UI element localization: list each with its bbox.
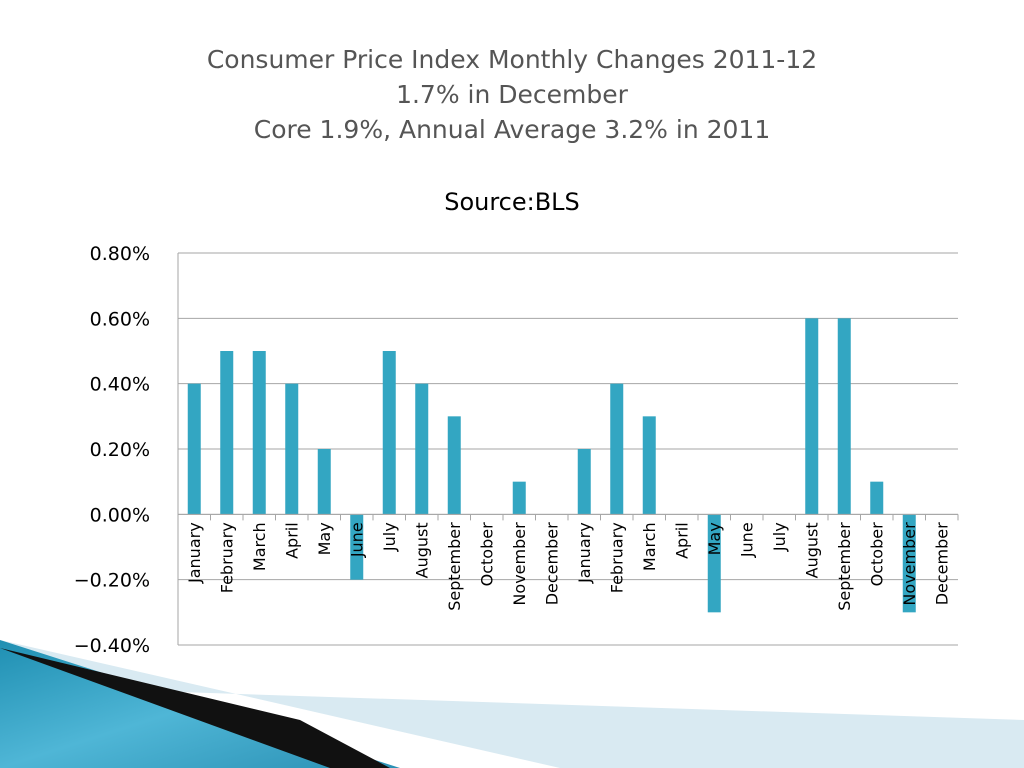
- x-tick-label: February: [218, 522, 237, 593]
- y-tick-label: 0.40%: [90, 374, 150, 396]
- bar: [707, 514, 721, 613]
- bar: [350, 514, 364, 580]
- y-tick-label: 0.80%: [90, 243, 150, 265]
- x-tick-label: May: [315, 522, 334, 555]
- x-tick-label: September: [835, 522, 854, 611]
- x-tick-label: June: [738, 522, 757, 558]
- title-line-1: Consumer Price Index Monthly Changes 201…: [206, 45, 818, 74]
- bar: [187, 383, 201, 515]
- x-tick-label: October: [868, 522, 887, 586]
- bar: [870, 481, 884, 515]
- x-tick-label: August: [803, 522, 822, 578]
- bar: [902, 514, 916, 613]
- bar: [415, 383, 429, 515]
- x-tick-label: December: [933, 522, 952, 605]
- y-tick-label: 0.60%: [90, 308, 150, 330]
- bar: [577, 449, 591, 515]
- decor-dark-wedge: [0, 648, 390, 768]
- x-tick-label: July: [770, 522, 789, 552]
- y-tick-label: −0.20%: [74, 570, 150, 592]
- x-tick-label: February: [608, 522, 627, 593]
- bar: [317, 449, 331, 515]
- x-tick-label: May: [705, 522, 724, 555]
- bar: [285, 383, 299, 515]
- bar: [252, 351, 266, 515]
- slide-title: Consumer Price Index Monthly Changes 201…: [0, 42, 1024, 147]
- bar: [610, 383, 624, 515]
- x-tick-label: December: [543, 522, 562, 605]
- y-tick-label: 0.00%: [90, 504, 150, 526]
- x-tick-label: January: [575, 522, 594, 584]
- x-tick-label: August: [413, 522, 432, 578]
- chart-title: Source:BLS: [444, 188, 580, 216]
- bar: [642, 416, 656, 515]
- x-tick-label: October: [478, 522, 497, 586]
- y-tick-label: −0.40%: [74, 635, 150, 657]
- x-tick-label: April: [283, 522, 302, 559]
- y-tick-label: 0.20%: [90, 439, 150, 461]
- x-tick-label: March: [640, 522, 659, 571]
- x-tick-label: November: [510, 522, 529, 606]
- x-tick-label: November: [900, 522, 919, 606]
- x-tick-label: March: [250, 522, 269, 571]
- title-line-2: 1.7% in December: [396, 80, 628, 109]
- bar: [220, 351, 234, 515]
- bar: [837, 318, 851, 515]
- decor-light-wedge: [0, 640, 1024, 768]
- bar: [805, 318, 819, 515]
- x-tick-label: April: [673, 522, 692, 559]
- bar: [512, 481, 526, 515]
- title-line-3: Core 1.9%, Annual Average 3.2% in 2011: [253, 115, 771, 144]
- x-tick-label: June: [348, 522, 367, 558]
- x-tick-label: July: [380, 522, 399, 552]
- bar: [382, 351, 396, 515]
- bar: [447, 416, 461, 515]
- x-tick-label: September: [445, 522, 464, 611]
- x-tick-label: January: [185, 522, 204, 584]
